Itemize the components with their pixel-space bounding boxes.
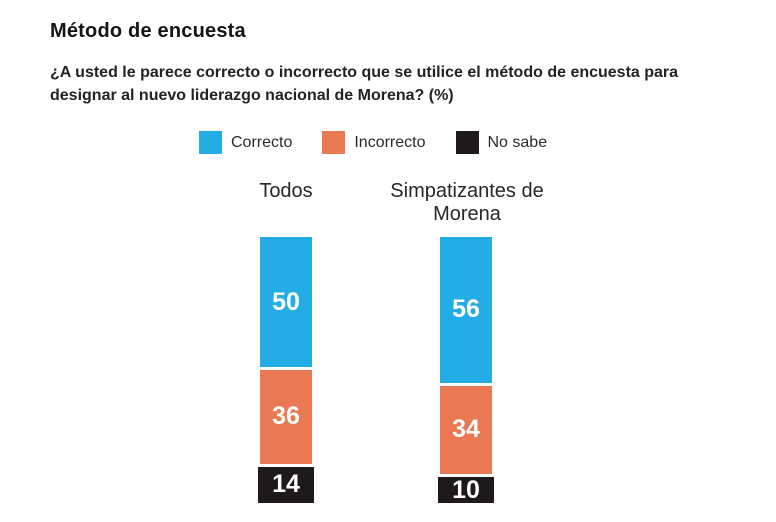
legend-item-correcto: Correcto [199,131,292,154]
bar-value-simpatizantes-de-morena-no-sabe: 10 [452,475,480,504]
category-label-todos: Todos [259,180,313,202]
bar-value-todos-no-sabe: 14 [272,470,300,499]
category-label-simpatizantes-de-morena: Simpatizantes de Morena [390,180,544,225]
legend-swatch-correcto [199,131,222,154]
stacked-bar-simpatizantes-de-morena: 56 34 10 [438,237,494,503]
bar-value-simpatizantes-de-morena-incorrecto: 34 [452,415,480,444]
bar-segment-simpatizantes-de-morena-no-sabe: 10 [438,477,494,503]
bar-value-simpatizantes-de-morena-correcto: 56 [452,295,480,324]
legend-label-correcto: Correcto [231,133,293,151]
bar-segment-todos-no-sabe: 14 [258,466,314,503]
bar-segment-todos-incorrecto: 36 [260,370,312,464]
bar-value-todos-correcto: 50 [272,287,300,316]
legend-swatch-no-sabe [455,131,479,154]
bar-value-todos-incorrecto: 36 [272,402,300,431]
bar-segment-simpatizantes-de-morena-incorrecto: 34 [440,385,492,474]
legend-label-no-sabe: No sabe [487,133,548,151]
legend-label-incorrecto: Incorrecto [354,133,426,151]
bar-segment-todos-correcto: 50 [260,237,312,368]
chart-title: Método de encuesta [50,20,246,42]
legend: Correcto Incorrecto No sabe [199,131,547,154]
legend-item-incorrecto: Incorrecto [322,131,426,154]
stacked-bar-todos: 50 36 14 [258,237,314,503]
legend-swatch-incorrecto [322,131,346,154]
chart-question: ¿A usted le parece correcto o incorrecto… [50,64,679,104]
bar-segment-simpatizantes-de-morena-correcto: 56 [440,237,492,383]
legend-item-no-sabe: No sabe [455,131,548,154]
